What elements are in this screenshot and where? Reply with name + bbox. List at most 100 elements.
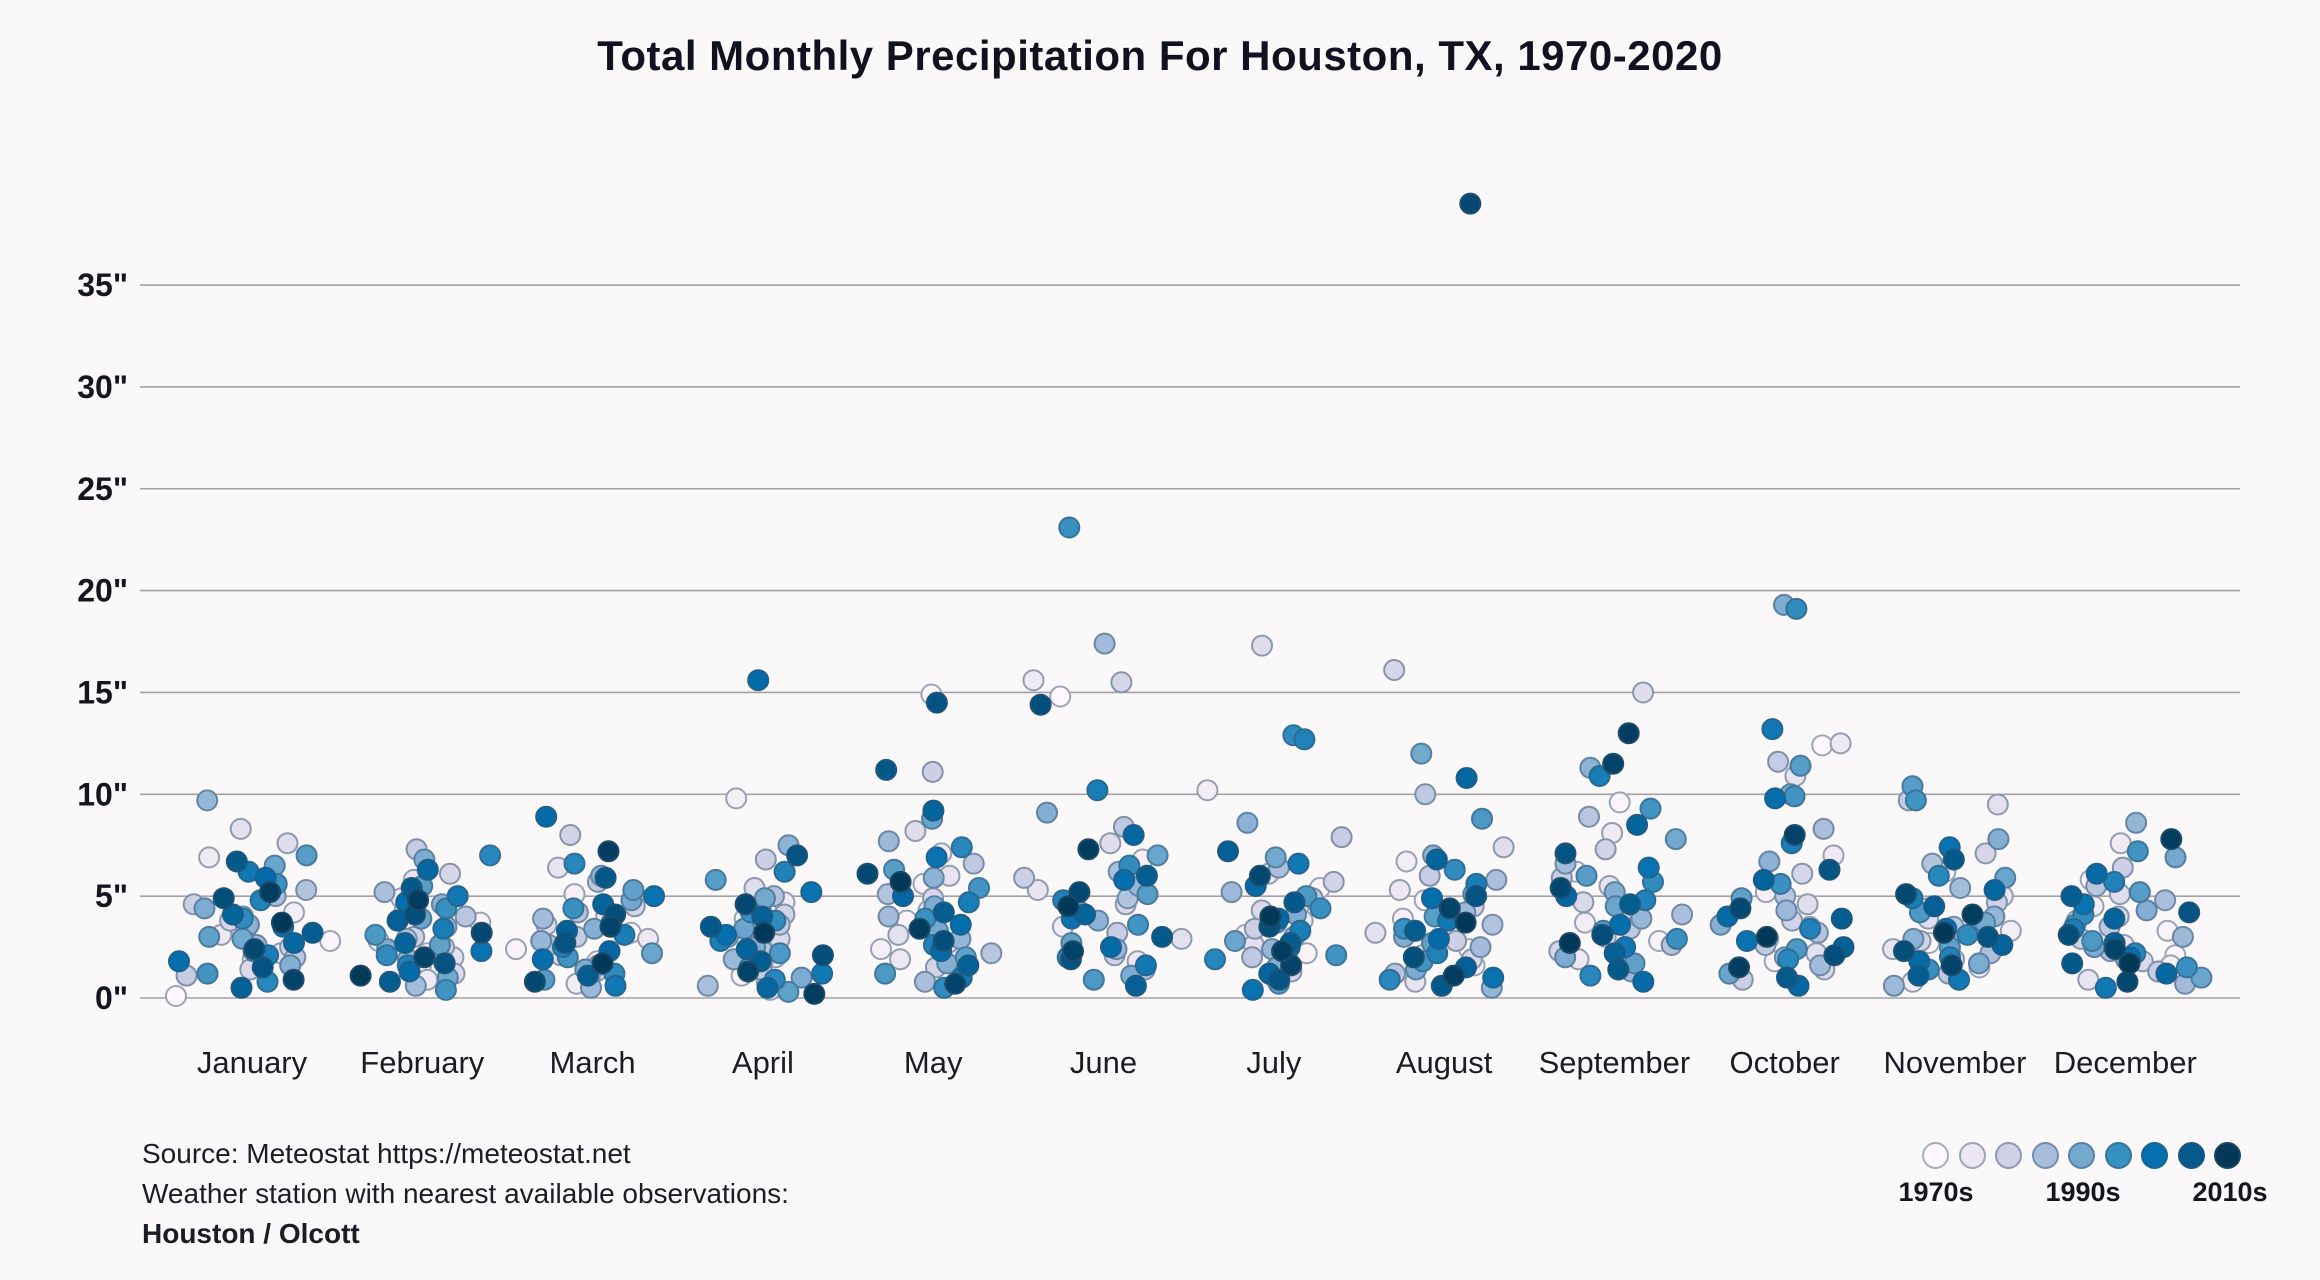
data-point (1578, 805, 1600, 828)
data-point (1987, 828, 2010, 851)
data-point (1330, 826, 1353, 849)
legend-swatch (1922, 1142, 1949, 1169)
data-point (535, 805, 558, 828)
data-point (1574, 911, 1596, 934)
data-point (1492, 836, 1515, 859)
data-point (1942, 848, 1965, 871)
data-point (196, 789, 219, 812)
data-point (1248, 864, 1271, 887)
data-point (591, 952, 614, 975)
data-point (1442, 964, 1465, 987)
data-point (2155, 962, 2178, 985)
data-point (1082, 968, 1105, 991)
data-point (1414, 783, 1437, 806)
data-point (1728, 956, 1750, 979)
data-point (1410, 742, 1433, 765)
data-point (394, 932, 416, 954)
data-point (1122, 824, 1145, 846)
data-point (479, 844, 502, 867)
decade-color-legend: 1970s 1990s 2010s (1898, 1142, 2268, 1211)
legend-swatch (2177, 1142, 2205, 1169)
data-point (2164, 846, 2187, 869)
data-point (1036, 801, 1058, 824)
y-tick-label: 25" (77, 471, 128, 507)
data-point (594, 866, 617, 889)
data-point (432, 917, 455, 940)
data-point (925, 691, 948, 714)
data-point (2160, 828, 2183, 851)
legend-swatch (2031, 1142, 2059, 1169)
data-point (754, 848, 777, 871)
station-note: Weather station with nearest available o… (142, 1178, 789, 1209)
data-point (1124, 974, 1147, 997)
data-point (949, 913, 972, 936)
data-point (2094, 976, 2117, 999)
legend-swatch (1995, 1142, 2022, 1169)
data-point (856, 862, 879, 885)
data-point (1626, 813, 1649, 836)
data-point (2103, 907, 2126, 930)
data-point (225, 850, 248, 873)
y-tick-label: 15" (77, 674, 128, 710)
legend-swatch (2104, 1142, 2132, 1169)
data-point (1283, 891, 1306, 914)
data-point (790, 966, 813, 989)
data-point (904, 820, 927, 842)
data-point (932, 930, 955, 952)
data-point (2126, 840, 2149, 863)
data-point (1136, 883, 1159, 906)
data-point (1113, 868, 1136, 891)
data-point (1093, 632, 1116, 655)
data-point (1818, 858, 1841, 881)
data-point (221, 903, 244, 926)
data-point (398, 960, 421, 983)
data-point (1735, 930, 1758, 952)
data-point (2178, 901, 2201, 924)
data-point (1077, 838, 1100, 861)
data-point (1761, 718, 1784, 741)
legend-swatch (2141, 1142, 2168, 1169)
data-point (1632, 970, 1655, 993)
data-point (913, 970, 936, 993)
data-point (1767, 750, 1790, 773)
data-point (1268, 968, 1291, 991)
data-point (696, 974, 719, 997)
data-point (1402, 946, 1425, 969)
data-point (870, 938, 892, 961)
data-point (773, 860, 796, 883)
data-point (1127, 913, 1149, 936)
data-point (1949, 877, 1972, 899)
data-point (768, 942, 791, 965)
data-point (908, 917, 931, 940)
data-point (1664, 828, 1687, 851)
data-point (922, 799, 945, 822)
data-point (1812, 817, 1835, 840)
data-point (1976, 925, 1999, 948)
data-point (532, 907, 555, 930)
data-point (1617, 722, 1640, 745)
data-point (1459, 192, 1482, 215)
chart-title: Total Monthly Precipitation For Houston,… (597, 32, 1723, 79)
data-point (1110, 671, 1133, 694)
data-point (1904, 789, 1927, 812)
data-point (1309, 897, 1332, 920)
data-point (1923, 895, 1946, 918)
data-point (1425, 848, 1448, 871)
data-point (454, 905, 477, 928)
data-point (1983, 879, 2006, 901)
data-point (1022, 669, 1045, 692)
data-point (1637, 856, 1660, 879)
data-point (753, 921, 776, 944)
data-point (470, 921, 493, 944)
data-point (1882, 974, 1905, 997)
data-point (1471, 807, 1493, 830)
data-point (301, 921, 324, 944)
data-point (877, 905, 900, 928)
data-point (1776, 966, 1798, 989)
data-point (576, 964, 599, 987)
data-point (1068, 881, 1091, 904)
data-point (2061, 952, 2084, 975)
data-point (1049, 685, 1072, 708)
data-point (1029, 693, 1052, 716)
data-point (1241, 946, 1264, 969)
